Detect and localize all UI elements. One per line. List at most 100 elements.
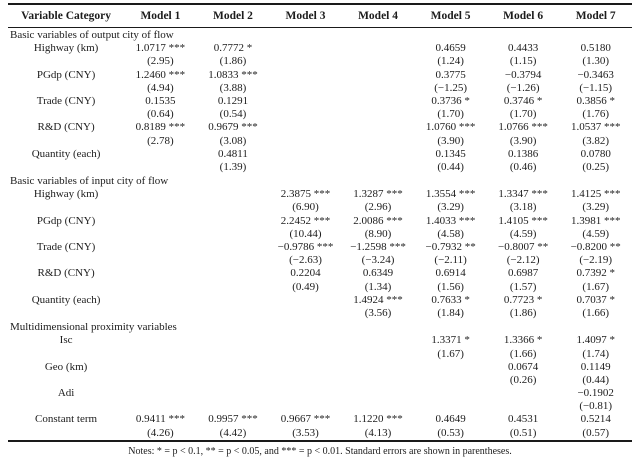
coefficient-value xyxy=(269,95,342,108)
cell-model-7: 1.3981 *** (4.59) xyxy=(559,215,632,241)
row-label: Trade (CNY) xyxy=(36,94,96,107)
t-statistic-value: (0.64) xyxy=(147,108,174,121)
cell-model-7: 0.3856 * (1.76) xyxy=(559,95,632,121)
cell-model-1: 1.2460 *** (4.94) xyxy=(124,69,197,95)
t-statistic-value xyxy=(269,135,342,148)
t-statistic-value: (3.53) xyxy=(292,426,319,439)
coefficient-value: 0.9411 *** xyxy=(135,413,185,426)
coefficient-value: 1.4125 *** xyxy=(570,188,621,201)
coefficient-value: 0.3746 * xyxy=(503,94,543,107)
coefficient-value: 1.3371 * xyxy=(431,334,470,347)
regression-table: Variable Category Model 1 Model 2 Model 3 Mo… xyxy=(8,3,632,442)
col-header-model-4: Model 4 xyxy=(341,4,415,28)
coefficient-value: 0.5214 xyxy=(580,413,611,426)
t-statistic-value xyxy=(414,374,487,387)
cell-model-5: 0.3736 * (1.70) xyxy=(414,95,487,121)
cell-model-4: 2.0086 *** (8.90) xyxy=(342,215,415,241)
coefficient-value: 0.1149 xyxy=(580,360,611,373)
coefficient-value: 0.4531 xyxy=(508,413,539,426)
coefficient-value xyxy=(269,69,342,82)
cell-model-7: 0.5180 (1.30) xyxy=(559,42,632,68)
section-header-row: Basic variables of output city of flow xyxy=(8,28,632,43)
section-title: Basic variables of input city of flow xyxy=(10,175,169,188)
t-statistic-value xyxy=(197,307,270,320)
cell-model-3: 0.9667 *** (3.53) xyxy=(269,413,342,440)
cell-model-7: 0.1149 (0.44) xyxy=(559,361,632,387)
t-statistic-value: (3.18) xyxy=(509,201,537,214)
coefficient-value: 0.7037 * xyxy=(576,293,615,306)
t-statistic-value xyxy=(342,348,415,361)
cell-model-2 xyxy=(197,241,270,267)
coefficient-value xyxy=(414,361,487,374)
t-statistic-value xyxy=(269,161,342,174)
coefficient-value: 0.4811 xyxy=(218,147,248,160)
cell-model-6: 0.4531 (0.51) xyxy=(487,413,560,440)
t-statistic-value xyxy=(124,400,197,413)
cell-model-5: 0.7633 * (1.84) xyxy=(414,294,487,320)
cell-model-2: 0.9957 *** (4.42) xyxy=(197,413,270,440)
cell-model-5: 1.0760 *** (3.90) xyxy=(414,121,487,147)
coefficient-value xyxy=(269,42,342,55)
coefficient-value xyxy=(124,188,197,201)
cell-model-7: 0.7037 * (1.66) xyxy=(559,294,632,320)
row-label: Quantity (each) xyxy=(31,293,101,306)
t-statistic-value xyxy=(197,348,270,361)
t-statistic-value: (−2.12) xyxy=(506,254,540,267)
coefficient-value: 0.6914 xyxy=(435,267,466,280)
coefficient-value: −0.8200 ** xyxy=(570,241,621,254)
row-label: Trade (CNY) xyxy=(36,241,96,254)
t-statistic-value: (0.53) xyxy=(437,426,464,439)
coefficient-value: 0.4659 xyxy=(435,42,466,55)
cell-model-4 xyxy=(342,334,415,360)
table-row: R&D (CNY) 0.8189 *** (2.78) 0.9679 *** (3.08… xyxy=(8,121,632,147)
t-statistic-value xyxy=(197,201,270,214)
cell-model-1 xyxy=(124,361,197,387)
cell-model-3 xyxy=(269,42,342,68)
t-statistic-value xyxy=(269,82,342,95)
coefficient-value: 1.2460 *** xyxy=(135,68,186,81)
table-row: Highway (km) 2.3875 *** (6.90) 1.3287 *** (2… xyxy=(8,188,632,214)
coefficient-value: 1.3287 *** xyxy=(353,188,403,201)
cell-model-1 xyxy=(124,148,197,174)
cell-model-3 xyxy=(269,361,342,387)
cell-model-5: 0.1345 (0.44) xyxy=(414,148,487,174)
col-header-model-1: Model 1 xyxy=(124,4,197,28)
coefficient-value: 0.7392 * xyxy=(576,267,615,280)
coefficient-value: −1.2598 *** xyxy=(350,241,406,254)
row-label: Quantity (each) xyxy=(31,147,101,160)
coefficient-value: 1.0537 *** xyxy=(570,121,621,134)
t-statistic-value: (3.82) xyxy=(582,134,609,147)
t-statistic-value: (−3.24) xyxy=(361,254,395,267)
cell-model-2 xyxy=(197,267,270,293)
row-label: Constant term xyxy=(35,413,98,426)
section-title: Basic variables of output city of flow xyxy=(10,29,174,41)
cell-model-3 xyxy=(269,148,342,174)
coefficient-value xyxy=(124,148,197,161)
cell-model-7: −0.1902 (−0.81) xyxy=(559,387,632,413)
cell-model-1 xyxy=(124,241,197,267)
coefficient-value: 0.1345 xyxy=(435,147,466,160)
coefficient-value xyxy=(342,361,415,374)
cell-model-2: 0.1291 (0.54) xyxy=(197,95,270,121)
row-label: Adi xyxy=(57,387,75,400)
coefficient-value: 0.7633 * xyxy=(431,293,470,306)
coefficient-value: 0.4433 xyxy=(508,42,539,55)
cell-model-5: 0.6914 (1.56) xyxy=(414,267,487,293)
cell-model-3 xyxy=(269,387,342,413)
cell-model-6: 0.3746 * (1.70) xyxy=(487,95,560,121)
cell-model-6: 1.0766 *** (3.90) xyxy=(487,121,560,147)
coefficient-value: 0.3775 xyxy=(435,68,466,81)
t-statistic-value: (1.30) xyxy=(582,55,609,68)
t-statistic-value xyxy=(124,254,197,267)
cell-model-5: 0.4659 (1.24) xyxy=(414,42,487,68)
t-statistic-value: (0.26) xyxy=(509,373,537,386)
t-statistic-value xyxy=(124,281,197,294)
cell-model-4 xyxy=(342,148,415,174)
coefficient-value: −0.1902 xyxy=(577,387,614,400)
coefficient-value: 1.4097 * xyxy=(576,334,615,347)
cell-model-7: 1.4097 * (1.74) xyxy=(559,334,632,360)
t-statistic-value: (0.25) xyxy=(582,160,609,173)
coefficient-value xyxy=(124,361,197,374)
coefficient-value: 0.4649 xyxy=(435,413,466,426)
